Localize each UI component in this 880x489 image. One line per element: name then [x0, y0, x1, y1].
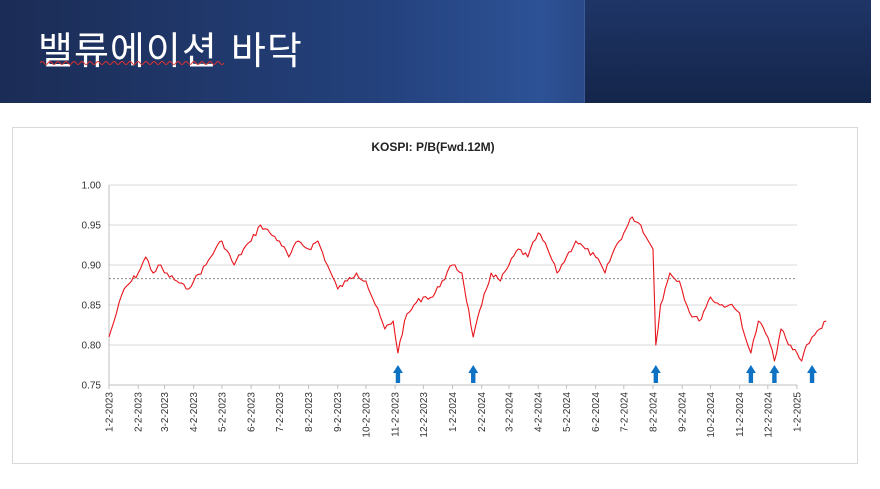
chart-title: KOSPI: P/B(Fwd.12M) [371, 140, 494, 154]
page-title: 밸류에이션 바닥 [38, 29, 303, 73]
x-tick-label: 4-2-2023 [189, 392, 200, 432]
header-banner: 밸류에이션 바닥 [0, 0, 871, 103]
up-arrow-icon [807, 365, 818, 383]
x-tick-label: 6-2-2024 [591, 392, 602, 432]
up-arrow-icon [650, 365, 661, 383]
x-tick-label: 12-2-2023 [419, 392, 430, 438]
x-tick-label: 9-2-2023 [333, 392, 344, 432]
x-tick-label: 5-2-2023 [217, 392, 228, 432]
x-tick-label: 6-2-2023 [247, 392, 258, 432]
y-tick-label: 0.85 [82, 301, 102, 312]
gridlines [108, 184, 797, 386]
up-arrow-icon [769, 365, 780, 383]
x-tick-label: 2-2-2024 [477, 392, 488, 432]
series-layer [108, 216, 827, 362]
x-tick-label: 3-2-2024 [505, 392, 516, 432]
chart-frame: KOSPI: P/B(Fwd.12M) 1.00 0.95 0.90 0.85 0.80… [12, 127, 858, 464]
arrow-markers [392, 365, 818, 383]
x-axis-ticks: 1-2-2023 2-2-2023 3-2-2023 4-2-2023 5-2-2023… [105, 385, 804, 438]
x-tick-label: 9-2-2024 [678, 392, 689, 432]
y-tick-label: 0.75 [82, 381, 102, 392]
x-tick-label: 1-2-2024 [448, 392, 459, 432]
pb-line-chart: KOSPI: P/B(Fwd.12M) 1.00 0.95 0.90 0.85 0.80… [82, 140, 827, 438]
up-arrow-icon [745, 365, 756, 383]
y-tick-label: 0.95 [82, 221, 102, 232]
y-tick-label: 1.00 [82, 181, 102, 192]
series-line [108, 216, 827, 362]
x-tick-label: 4-2-2024 [534, 392, 545, 432]
x-tick-label: 7-2-2023 [275, 392, 286, 432]
x-tick-label: 3-2-2023 [160, 392, 171, 432]
y-axis-ticks: 1.00 0.95 0.90 0.85 0.80 0.75 [82, 181, 102, 392]
x-tick-label: 8-2-2023 [304, 392, 315, 432]
header-decoration-panel [584, 0, 871, 103]
x-tick-label: 8-2-2024 [649, 392, 660, 432]
up-arrow-icon [392, 365, 403, 383]
x-tick-label: 2-2-2023 [134, 392, 145, 432]
x-tick-label: 5-2-2024 [562, 392, 573, 432]
y-tick-label: 0.90 [82, 261, 102, 272]
y-tick-label: 0.80 [82, 341, 102, 352]
x-tick-label: 10-2-2024 [706, 392, 717, 438]
x-tick-label: 1-2-2023 [105, 392, 116, 432]
x-tick-label: 1-2-2025 [793, 392, 804, 432]
x-tick-label: 10-2-2023 [361, 392, 372, 438]
x-tick-label: 11-2-2023 [391, 392, 402, 437]
x-tick-label: 12-2-2024 [763, 392, 774, 438]
up-arrow-icon [468, 365, 479, 383]
x-tick-label: 7-2-2024 [619, 392, 630, 432]
x-tick-label: 11-2-2024 [735, 392, 746, 437]
spellcheck-underline [40, 61, 225, 65]
